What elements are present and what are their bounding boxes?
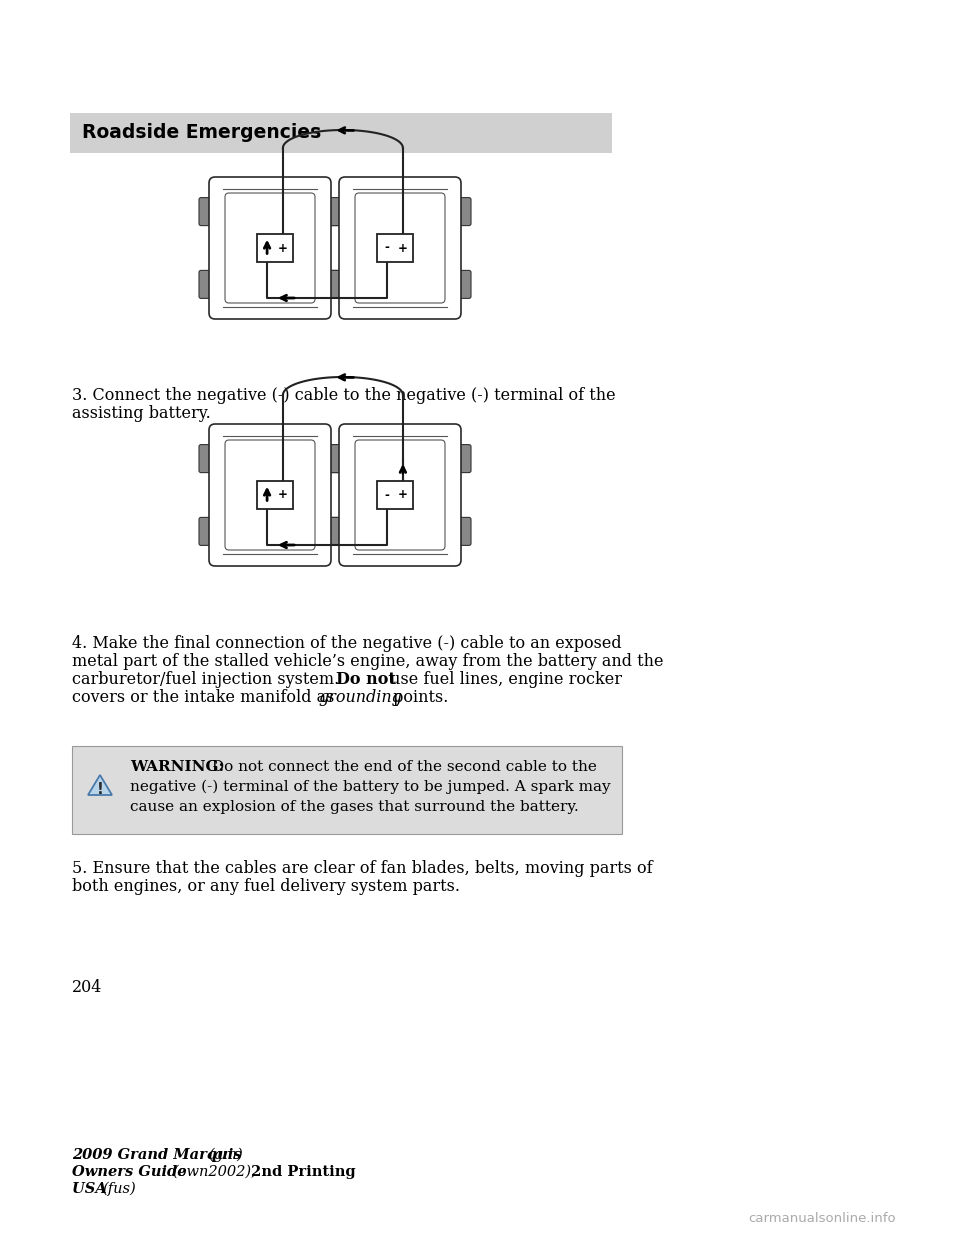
FancyBboxPatch shape [323, 518, 341, 545]
Text: -: - [265, 488, 270, 502]
FancyBboxPatch shape [453, 518, 471, 545]
Text: 5. Ensure that the cables are clear of fan blades, belts, moving parts of: 5. Ensure that the cables are clear of f… [72, 859, 653, 877]
Text: (fus): (fus) [102, 1182, 135, 1196]
Text: 4. Make the final connection of the negative (-) cable to an exposed: 4. Make the final connection of the nega… [72, 635, 622, 652]
Bar [72, 746, 622, 833]
Text: +: + [278, 241, 288, 255]
Bar [257, 233, 293, 262]
Text: +: + [278, 488, 288, 502]
FancyBboxPatch shape [453, 271, 471, 298]
FancyBboxPatch shape [339, 178, 461, 319]
Bar [377, 481, 413, 509]
FancyBboxPatch shape [209, 178, 331, 319]
Text: -: - [385, 488, 390, 502]
Text: (own2002),: (own2002), [172, 1165, 255, 1179]
Text: points.: points. [388, 689, 448, 705]
Bar [257, 481, 293, 509]
Text: +: + [398, 241, 408, 255]
Text: +: + [398, 488, 408, 502]
Text: use fuel lines, engine rocker: use fuel lines, engine rocker [385, 671, 622, 688]
Text: negative (-) terminal of the battery to be jumped. A spark may: negative (-) terminal of the battery to … [130, 780, 611, 795]
Bar [70, 113, 612, 153]
Text: metal part of the stalled vehicle’s engine, away from the battery and the: metal part of the stalled vehicle’s engi… [72, 653, 663, 669]
Text: -: - [385, 241, 390, 255]
FancyBboxPatch shape [323, 271, 341, 298]
FancyBboxPatch shape [339, 424, 461, 566]
Text: assisting battery.: assisting battery. [72, 405, 211, 422]
Text: (gm): (gm) [208, 1148, 243, 1163]
FancyBboxPatch shape [199, 518, 217, 545]
FancyBboxPatch shape [199, 445, 217, 473]
Text: Do not: Do not [336, 671, 396, 688]
FancyBboxPatch shape [329, 445, 347, 473]
Text: Do not connect the end of the second cable to the: Do not connect the end of the second cab… [207, 760, 597, 774]
Polygon shape [88, 775, 112, 795]
Text: USA: USA [72, 1182, 112, 1196]
FancyBboxPatch shape [453, 445, 471, 473]
FancyBboxPatch shape [453, 197, 471, 226]
Text: 2nd Printing: 2nd Printing [246, 1165, 355, 1179]
Text: Owners Guide: Owners Guide [72, 1165, 192, 1179]
Text: WARNING:: WARNING: [130, 760, 224, 774]
Text: 204: 204 [72, 979, 103, 996]
FancyBboxPatch shape [199, 197, 217, 226]
Text: grounding: grounding [318, 689, 402, 705]
FancyBboxPatch shape [323, 197, 341, 226]
FancyBboxPatch shape [199, 271, 217, 298]
Text: -: - [265, 241, 270, 255]
Text: 2009 Grand Marquis: 2009 Grand Marquis [72, 1148, 247, 1163]
Text: carmanualsonline.info: carmanualsonline.info [748, 1212, 896, 1225]
Text: covers or the intake manifold as: covers or the intake manifold as [72, 689, 340, 705]
Text: both engines, or any fuel delivery system parts.: both engines, or any fuel delivery syste… [72, 878, 460, 895]
Text: !: ! [97, 781, 104, 796]
FancyBboxPatch shape [329, 271, 347, 298]
Bar [377, 233, 413, 262]
FancyBboxPatch shape [323, 445, 341, 473]
Text: cause an explosion of the gases that surround the battery.: cause an explosion of the gases that sur… [130, 800, 579, 814]
Text: 3. Connect the negative (-) cable to the negative (-) terminal of the: 3. Connect the negative (-) cable to the… [72, 388, 615, 404]
FancyBboxPatch shape [329, 518, 347, 545]
Text: Roadside Emergencies: Roadside Emergencies [82, 123, 322, 143]
FancyBboxPatch shape [209, 424, 331, 566]
FancyBboxPatch shape [329, 197, 347, 226]
Text: carburetor/fuel injection system.: carburetor/fuel injection system. [72, 671, 345, 688]
